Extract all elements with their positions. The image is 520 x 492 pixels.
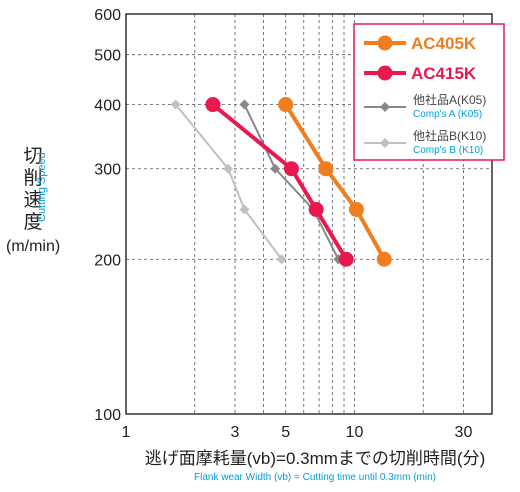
data-point (348, 201, 364, 217)
legend-label-en: Comp's A (K05) (413, 109, 482, 120)
plot-frame (125, 13, 493, 415)
series-3 (170, 99, 287, 265)
series-line (283, 103, 386, 261)
legend-swatch-marker (380, 138, 390, 148)
series-line (174, 103, 283, 260)
x-axis-label-en: Flank wear Width (vb) = Cutting time unt… (193, 472, 436, 483)
data-point (239, 99, 250, 110)
x-tick-label: 5 (281, 424, 290, 441)
x-tick-label: 3 (231, 424, 240, 441)
y-axis-unit: (m/min) (6, 238, 61, 255)
y-tick-label: 500 (94, 48, 121, 65)
legend-swatch-marker (380, 102, 390, 112)
legend-label-en: Comp's B (K10) (413, 145, 483, 156)
data-point (276, 254, 287, 265)
y-tick-label: 300 (94, 162, 121, 179)
legend-label: AC405K (411, 34, 477, 53)
data-point (223, 163, 234, 174)
legend-label: 他社品A(K05) (413, 92, 486, 107)
legend: AC405K AC415K 他社品A(K05) Comp's A (K05) 他社品B(… (353, 23, 505, 161)
data-point (308, 201, 324, 217)
data-point (170, 99, 181, 110)
series-0 (278, 97, 392, 267)
legend-swatch-marker (377, 35, 393, 51)
y-tick-label: 600 (94, 7, 121, 24)
y-tick-label: 200 (94, 252, 121, 269)
series-layer (170, 97, 392, 267)
series-1 (205, 97, 354, 267)
y-tick-label: 400 (94, 98, 121, 115)
x-axis-label-jp: 逃げ面摩耗量(vb)=0.3mmまでの切削時間(分) (144, 449, 486, 468)
data-point (338, 251, 354, 267)
legend-entry-0: AC405K (364, 34, 477, 53)
data-point (283, 161, 299, 177)
data-point (239, 204, 250, 215)
legend-entry-3: 他社品B(K10) Comp's B (K10) (364, 128, 486, 156)
data-point (270, 163, 281, 174)
legend-entry-2: 他社品A(K05) Comp's A (K05) (364, 92, 486, 120)
tick-labels: 100 200 300 400 500 600 1 3 5 10 30 (94, 7, 472, 441)
series-line (243, 104, 340, 260)
x-tick-label: 30 (455, 424, 473, 441)
y-tick-label: 100 (94, 407, 121, 424)
legend-entry-1: AC415K (364, 64, 477, 83)
data-point (376, 251, 392, 267)
legend-swatch-marker (377, 65, 393, 81)
legend-label: 他社品B(K10) (413, 128, 486, 143)
data-point (278, 97, 294, 113)
y-axis-label-en: Cutting Speed (36, 152, 48, 222)
x-tick-label: 1 (122, 424, 131, 441)
data-point (205, 97, 221, 113)
data-point (318, 161, 334, 177)
y-axis-label-jp: 切削速度 (23, 146, 43, 233)
legend-label: AC415K (411, 64, 477, 83)
series-line (211, 102, 348, 261)
series-2 (239, 99, 344, 265)
x-tick-label: 10 (346, 424, 364, 441)
